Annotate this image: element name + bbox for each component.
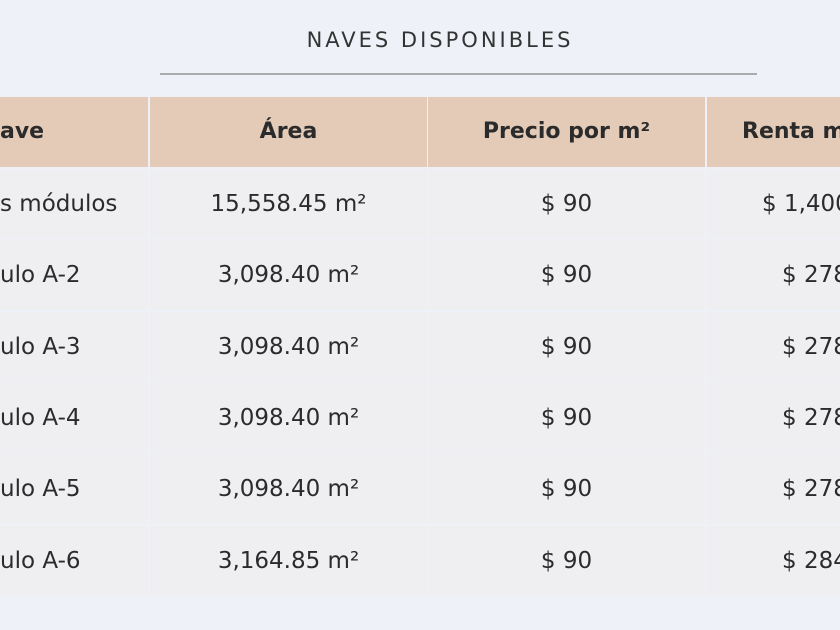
table-cell-text: 3,098.40 m²	[217, 404, 360, 431]
table-cell: ulo A-5	[0, 454, 148, 525]
table-cell: 3,098.40 m²	[150, 454, 427, 525]
table-cell: $ 90	[428, 382, 705, 453]
table-cell-text: 3,098.40 m²	[217, 262, 360, 289]
table-cell-text: ulo A-2	[0, 262, 81, 289]
header-cell-text: Renta m	[742, 119, 840, 144]
table-cell: $ 90	[428, 169, 705, 239]
table-cell-text: ulo A-4	[0, 404, 81, 431]
table-cell-text: ulo A-3	[0, 333, 81, 360]
table-cell-text: $ 278	[782, 333, 840, 360]
table-cell: ulo A-6	[0, 525, 148, 596]
table-cell: $ 1,400	[707, 169, 840, 239]
table-cell-text: $ 90	[540, 476, 593, 503]
table-cell-text: $ 90	[540, 333, 593, 360]
table-cell: ulo A-2	[0, 240, 148, 311]
table-cell-text: $ 90	[540, 547, 593, 574]
table-cell-text: 3,164.85 m²	[217, 547, 360, 574]
table-cell-text: 15,558.45 m²	[210, 191, 367, 217]
table-cell: 3,098.40 m²	[150, 382, 427, 453]
header-cell: Renta m	[707, 97, 840, 167]
table-cell-text: $ 1,400	[762, 191, 840, 217]
table-cell-text: $ 90	[540, 262, 593, 289]
table-cell: $ 278	[707, 382, 840, 453]
header-cell-text: Precio por m²	[482, 119, 651, 144]
table-cell: $ 284	[707, 525, 840, 596]
table-cell: $ 90	[428, 311, 705, 382]
table-cell-text: ulo A-6	[0, 547, 81, 574]
table-cell-text: $ 284	[782, 547, 840, 574]
section-title: NAVES DISPONIBLES	[306, 28, 574, 52]
header-cell-text: Área	[259, 119, 318, 144]
header-cell: Área	[150, 97, 427, 167]
table-cell: $ 278	[707, 240, 840, 311]
table-cell: $ 90	[428, 525, 705, 596]
table-cell: 3,164.85 m²	[150, 525, 427, 596]
table-cell-text: ulo A-5	[0, 476, 81, 503]
header-cell: ave	[0, 97, 148, 167]
table-cell: $ 278	[707, 311, 840, 382]
table-cell: $ 278	[707, 454, 840, 525]
table-cell-text: 3,098.40 m²	[217, 333, 360, 360]
table-cell: 15,558.45 m²	[150, 169, 427, 239]
title-underline	[160, 73, 757, 75]
table-cell: $ 90	[428, 240, 705, 311]
table-cell-text: s módulos	[0, 191, 118, 217]
table-cell-text: $ 278	[782, 476, 840, 503]
header-cell-text: ave	[0, 119, 45, 144]
table-cell-text: $ 90	[540, 191, 593, 217]
table-cell-text: 3,098.40 m²	[217, 476, 360, 503]
table-cell: $ 90	[428, 454, 705, 525]
table-cell-text: $ 278	[782, 404, 840, 431]
table-cell: ulo A-4	[0, 382, 148, 453]
header-cell: Precio por m²	[428, 97, 705, 167]
table-cell: 3,098.40 m²	[150, 311, 427, 382]
table-cell-text: $ 278	[782, 262, 840, 289]
table-cell-text: $ 90	[540, 404, 593, 431]
table-cell: s módulos	[0, 169, 148, 239]
table-cell: 3,098.40 m²	[150, 240, 427, 311]
table-cell: ulo A-3	[0, 311, 148, 382]
